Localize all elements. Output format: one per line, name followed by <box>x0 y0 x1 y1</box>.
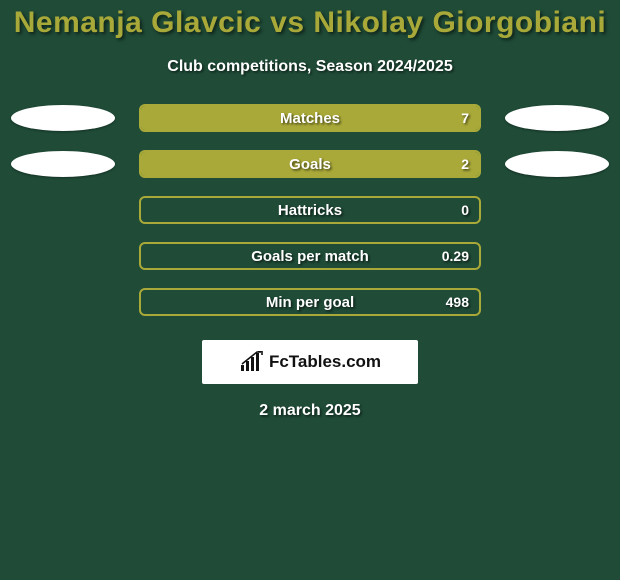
page-title: Nemanja Glavcic vs Nikolay Giorgobiani <box>0 6 620 40</box>
stat-value: 7 <box>461 110 469 126</box>
player-left-pill <box>11 151 115 177</box>
stat-row: Goals 2 <box>10 150 610 178</box>
pill-placeholder <box>505 289 609 315</box>
pill-placeholder <box>505 243 609 269</box>
stat-row: Min per goal 498 <box>10 288 610 316</box>
stat-row: Goals per match 0.29 <box>10 242 610 270</box>
date-label: 2 march 2025 <box>0 402 620 420</box>
pill-placeholder <box>11 197 115 223</box>
pill-placeholder <box>505 197 609 223</box>
pill-placeholder <box>11 289 115 315</box>
stat-value: 2 <box>461 156 469 172</box>
stat-label: Goals per match <box>251 248 369 265</box>
player-left-pill <box>11 105 115 131</box>
comparison-card: Nemanja Glavcic vs Nikolay Giorgobiani C… <box>0 0 620 580</box>
stat-label: Goals <box>289 156 331 173</box>
stat-value: 0 <box>461 202 469 218</box>
stat-bar: Min per goal 498 <box>139 288 481 316</box>
stat-label: Min per goal <box>266 294 354 311</box>
stat-label: Matches <box>280 110 340 127</box>
chart-icon <box>239 351 265 373</box>
stat-row: Hattricks 0 <box>10 196 610 224</box>
stat-bar: Goals per match 0.29 <box>139 242 481 270</box>
stat-value: 498 <box>446 294 469 310</box>
brand-badge[interactable]: FcTables.com <box>202 340 418 384</box>
stat-label: Hattricks <box>278 202 342 219</box>
pill-placeholder <box>11 243 115 269</box>
stat-row: Matches 7 <box>10 104 610 132</box>
subtitle: Club competitions, Season 2024/2025 <box>0 58 620 76</box>
stat-bar: Hattricks 0 <box>139 196 481 224</box>
stat-bar: Matches 7 <box>139 104 481 132</box>
stat-bar: Goals 2 <box>139 150 481 178</box>
stat-value: 0.29 <box>442 248 469 264</box>
brand-text: FcTables.com <box>269 352 381 372</box>
player-right-pill <box>505 151 609 177</box>
player-right-pill <box>505 105 609 131</box>
stats-list: Matches 7 Goals 2 Hattricks 0 Goals per match 0… <box>0 104 620 316</box>
